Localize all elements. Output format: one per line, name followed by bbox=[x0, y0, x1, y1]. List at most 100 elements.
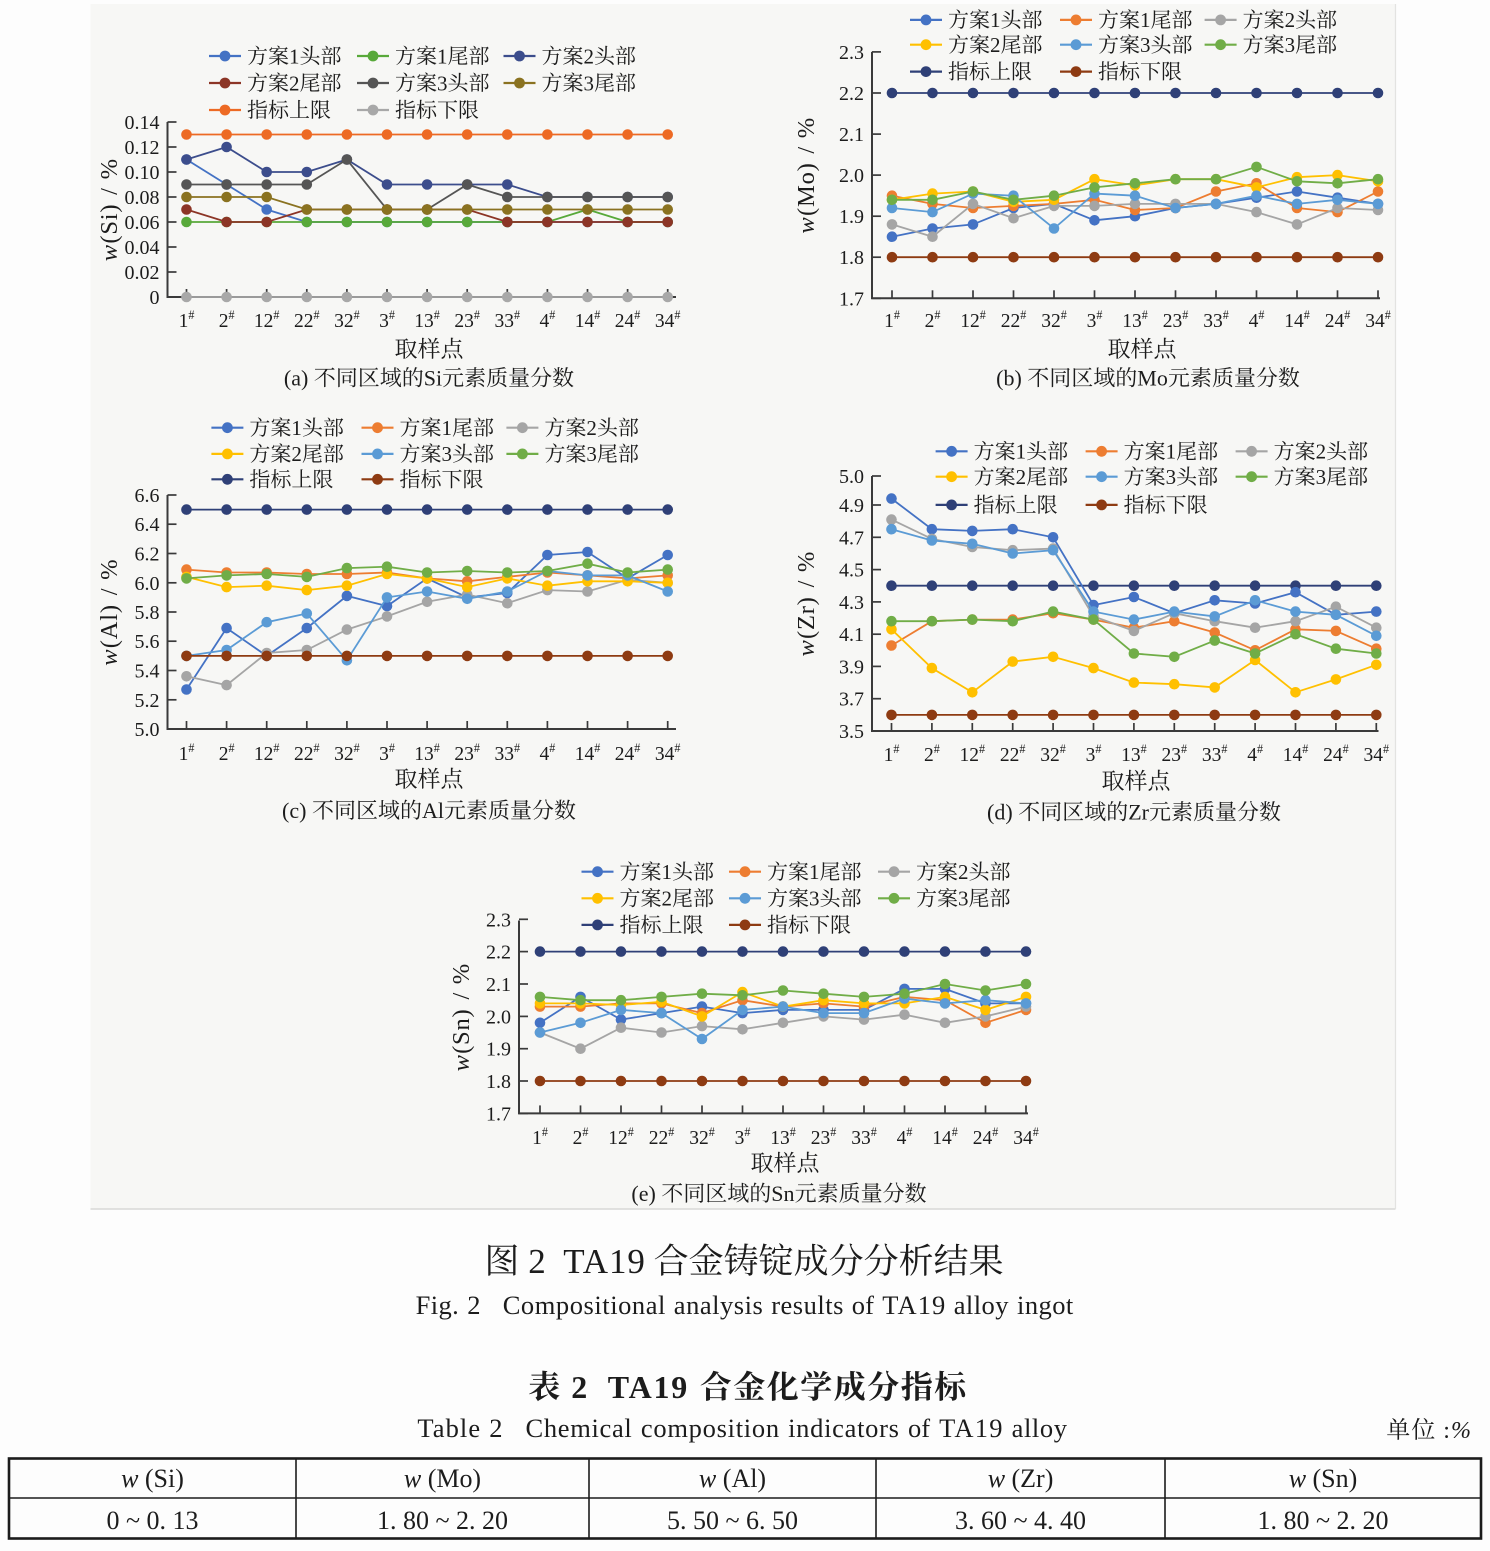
svg-text:#: # bbox=[674, 741, 680, 755]
svg-text:0: 0 bbox=[150, 287, 160, 309]
svg-text:22: 22 bbox=[294, 311, 314, 332]
svg-text:3: 3 bbox=[958, 887, 969, 911]
svg-text:3.5: 3.5 bbox=[839, 721, 864, 743]
svg-text:w: w bbox=[448, 1054, 475, 1072]
svg-text:#: # bbox=[354, 308, 360, 322]
svg-text:3: 3 bbox=[1086, 745, 1096, 766]
svg-text:2.3: 2.3 bbox=[839, 42, 864, 64]
svg-text:1.7: 1.7 bbox=[486, 1103, 511, 1125]
svg-text:1: 1 bbox=[291, 416, 302, 440]
svg-text:23: 23 bbox=[454, 744, 474, 765]
svg-text:2: 2 bbox=[571, 1369, 589, 1405]
svg-text:20: 20 bbox=[482, 1506, 508, 1535]
svg-text:analysis: analysis bbox=[674, 1290, 764, 1320]
svg-text:2: 2 bbox=[584, 44, 595, 68]
svg-text:0.04: 0.04 bbox=[125, 237, 160, 259]
svg-text:%: % bbox=[96, 558, 123, 580]
svg-text:1: 1 bbox=[1140, 8, 1151, 32]
svg-text:#: # bbox=[744, 1125, 750, 1139]
svg-text:w: w bbox=[793, 639, 820, 657]
svg-text:32: 32 bbox=[334, 311, 354, 332]
svg-text:2.2: 2.2 bbox=[486, 942, 511, 964]
svg-text:(Zr): (Zr) bbox=[793, 596, 820, 639]
svg-text:1: 1 bbox=[437, 44, 448, 68]
svg-text:(Al): (Al) bbox=[96, 604, 123, 648]
svg-text:#: # bbox=[1304, 308, 1310, 322]
svg-text:#: # bbox=[979, 742, 985, 756]
svg-text:#: # bbox=[934, 742, 940, 756]
svg-text:24: 24 bbox=[1323, 745, 1343, 766]
svg-text:2: 2 bbox=[219, 311, 229, 332]
svg-text:2: 2 bbox=[990, 33, 1001, 57]
svg-text:32: 32 bbox=[1040, 745, 1060, 766]
svg-text:2: 2 bbox=[924, 745, 934, 766]
svg-text:2.2: 2.2 bbox=[839, 83, 864, 105]
svg-text:#: # bbox=[1060, 742, 1066, 756]
svg-text:/: / bbox=[448, 991, 475, 999]
svg-text:#: # bbox=[354, 741, 360, 755]
svg-text:TA19: TA19 bbox=[882, 1290, 946, 1320]
svg-text:1.8: 1.8 bbox=[486, 1071, 511, 1093]
svg-text:33: 33 bbox=[851, 1128, 871, 1149]
svg-text:12: 12 bbox=[254, 311, 274, 332]
svg-text:/: / bbox=[793, 146, 820, 154]
svg-text:1: 1 bbox=[662, 860, 673, 884]
svg-text:2: 2 bbox=[958, 860, 969, 884]
svg-text:1: 1 bbox=[179, 744, 189, 765]
svg-text:3: 3 bbox=[437, 71, 448, 95]
svg-text:2: 2 bbox=[662, 887, 673, 911]
svg-text:(Mo): (Mo) bbox=[793, 162, 820, 216]
svg-text:TA19: TA19 bbox=[608, 1369, 689, 1405]
svg-text:#: # bbox=[229, 741, 235, 755]
svg-text:6.6: 6.6 bbox=[135, 485, 160, 507]
svg-text:#: # bbox=[474, 741, 480, 755]
svg-text:w: w bbox=[699, 1464, 717, 1493]
svg-text:#: # bbox=[542, 1125, 548, 1139]
svg-text:6.2: 6.2 bbox=[135, 544, 160, 566]
svg-text:2.1: 2.1 bbox=[486, 974, 511, 996]
svg-text:(Mo): (Mo) bbox=[428, 1464, 481, 1493]
svg-text:#: # bbox=[1096, 308, 1102, 322]
svg-text:#: # bbox=[1020, 308, 1026, 322]
svg-text:#: # bbox=[389, 741, 395, 755]
svg-text:#: # bbox=[1223, 308, 1229, 322]
svg-text:(Si): (Si) bbox=[96, 203, 123, 243]
svg-text:composition: composition bbox=[641, 1413, 780, 1443]
svg-text:22: 22 bbox=[1000, 745, 1020, 766]
svg-text:indicators: indicators bbox=[788, 1413, 900, 1443]
svg-text:#: # bbox=[188, 308, 194, 322]
svg-text:~: ~ bbox=[126, 1506, 140, 1535]
svg-text:alloy: alloy bbox=[954, 1290, 1010, 1320]
svg-text:results: results bbox=[771, 1290, 844, 1320]
svg-text:22: 22 bbox=[649, 1128, 669, 1149]
svg-text:1: 1 bbox=[809, 860, 820, 884]
svg-text:#: # bbox=[674, 308, 680, 322]
svg-text:13: 13 bbox=[1122, 311, 1142, 332]
svg-text:TA19: TA19 bbox=[939, 1413, 1003, 1443]
svg-text:#: # bbox=[273, 308, 279, 322]
svg-text:3: 3 bbox=[1087, 311, 1097, 332]
svg-text:(Al): (Al) bbox=[723, 1464, 766, 1493]
svg-text:#: # bbox=[594, 308, 600, 322]
svg-text:34: 34 bbox=[1365, 311, 1385, 332]
svg-text:2: 2 bbox=[925, 311, 935, 332]
svg-text:2: 2 bbox=[573, 1128, 583, 1149]
svg-text:32: 32 bbox=[689, 1128, 709, 1149]
svg-text:w: w bbox=[404, 1464, 422, 1493]
svg-text:/: / bbox=[96, 587, 123, 595]
svg-text:1: 1 bbox=[442, 416, 453, 440]
svg-text:3: 3 bbox=[809, 887, 820, 911]
svg-text:~: ~ bbox=[726, 1506, 740, 1535]
svg-text:#: # bbox=[1344, 308, 1350, 322]
svg-text:#: # bbox=[434, 308, 440, 322]
svg-text:%: % bbox=[793, 550, 820, 572]
svg-text:%: % bbox=[793, 117, 820, 139]
svg-text:2: 2 bbox=[489, 1413, 503, 1443]
svg-text:alloy: alloy bbox=[1012, 1413, 1068, 1443]
svg-text:#: # bbox=[594, 741, 600, 755]
svg-text:Zr: Zr bbox=[1128, 800, 1149, 825]
svg-text:2: 2 bbox=[219, 744, 229, 765]
svg-text:4: 4 bbox=[897, 1128, 907, 1149]
svg-text:13: 13 bbox=[1121, 745, 1141, 766]
svg-text:Compositional: Compositional bbox=[503, 1290, 666, 1320]
